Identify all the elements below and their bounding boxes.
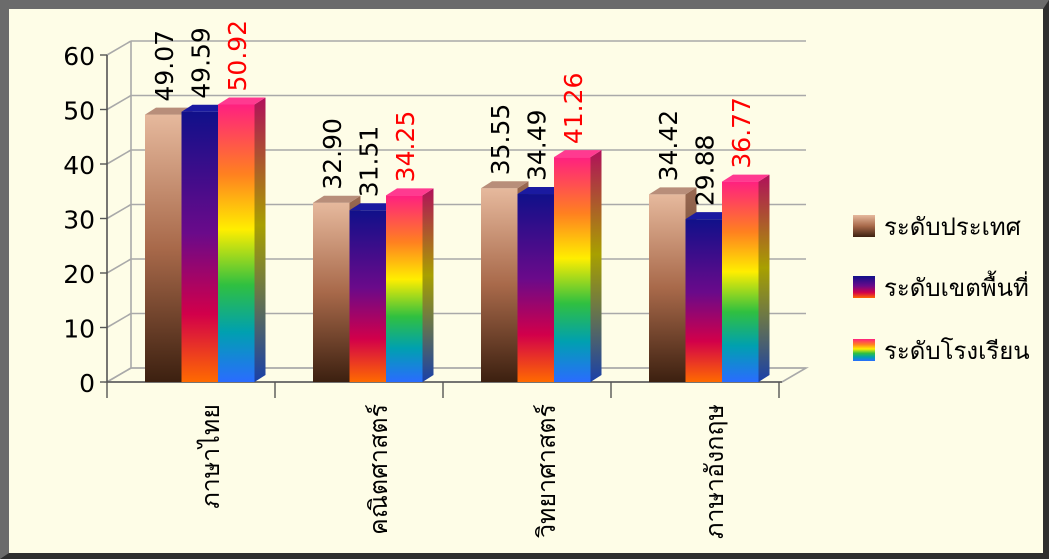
- bar-side: [590, 150, 602, 382]
- axes: 0 10 20 30 40 50 60: [63, 42, 782, 398]
- gridline-side: [106, 94, 132, 111]
- y-tick-label: 50: [63, 97, 95, 126]
- gridline-side: [106, 149, 132, 165]
- legend-swatch: [853, 215, 875, 237]
- data-label: 49.07: [150, 30, 179, 102]
- bar: [481, 188, 518, 382]
- y-tick-label: 0: [79, 369, 95, 398]
- data-label: 35.55: [486, 104, 515, 176]
- bar-top: [554, 150, 602, 158]
- gridline-side: [106, 203, 132, 220]
- bar-top: [349, 203, 397, 211]
- y-tick-label: 20: [63, 260, 95, 289]
- bar-top: [181, 104, 229, 112]
- category-label: วิทยาศาสตร์: [532, 404, 561, 538]
- data-label: 49.59: [187, 27, 216, 99]
- legend-label: ระดับเขตพื้นที่: [884, 270, 1029, 302]
- bar: [313, 202, 350, 382]
- bar-side: [254, 97, 266, 383]
- gridline-side: [106, 40, 132, 56]
- gridline-side: [106, 312, 132, 329]
- bar-top: [386, 188, 434, 196]
- bar-top: [649, 187, 697, 195]
- data-label: 36.77: [727, 97, 756, 169]
- y-tick-label: 60: [63, 42, 95, 71]
- bar: [517, 194, 554, 382]
- legend-label: ระดับประเทศ: [884, 213, 1021, 241]
- category-label: ภาษาอังกฤษ: [700, 404, 729, 539]
- y-tick-label: 40: [63, 151, 95, 180]
- data-label: 34.42: [654, 110, 683, 182]
- bar-top: [145, 107, 193, 115]
- bar-top: [685, 212, 733, 220]
- legend-swatch: [853, 339, 875, 361]
- legend-swatch: [853, 276, 875, 298]
- gridline-side: [106, 258, 132, 274]
- bar: [685, 219, 722, 382]
- bar: [181, 111, 218, 382]
- data-label: 34.25: [391, 111, 420, 183]
- bar-side: [758, 174, 770, 382]
- y-tick-label: 30: [63, 206, 95, 235]
- bars: [145, 97, 770, 383]
- data-label: 31.51: [355, 126, 384, 198]
- bar: [722, 181, 759, 382]
- bar: [554, 157, 591, 382]
- data-label: 34.49: [523, 109, 552, 181]
- data-labels: 49.07 49.59 50.92 ภาษาไทย 32.90 31.51 34.25 คณิ…: [150, 20, 756, 539]
- bar: [218, 104, 255, 383]
- bar-top: [218, 97, 266, 105]
- data-label: 29.88: [691, 135, 720, 207]
- bar: [145, 114, 182, 383]
- legend-label: ระดับโรงเรียน: [884, 337, 1030, 365]
- y-tick-label: 10: [63, 315, 95, 344]
- data-label: 41.26: [559, 73, 588, 145]
- category-label: ภาษาไทย: [196, 404, 225, 509]
- category-label: คณิตศาสตร์: [364, 404, 393, 535]
- bar-top: [481, 181, 529, 189]
- bar: [349, 210, 386, 382]
- bar: [386, 195, 423, 382]
- bar: [649, 194, 686, 382]
- data-label: 32.90: [318, 118, 347, 190]
- bar-top: [313, 195, 361, 203]
- bar-top: [517, 187, 565, 195]
- data-label: 50.92: [223, 20, 252, 92]
- bar-side: [422, 188, 434, 382]
- bar-top: [722, 174, 770, 182]
